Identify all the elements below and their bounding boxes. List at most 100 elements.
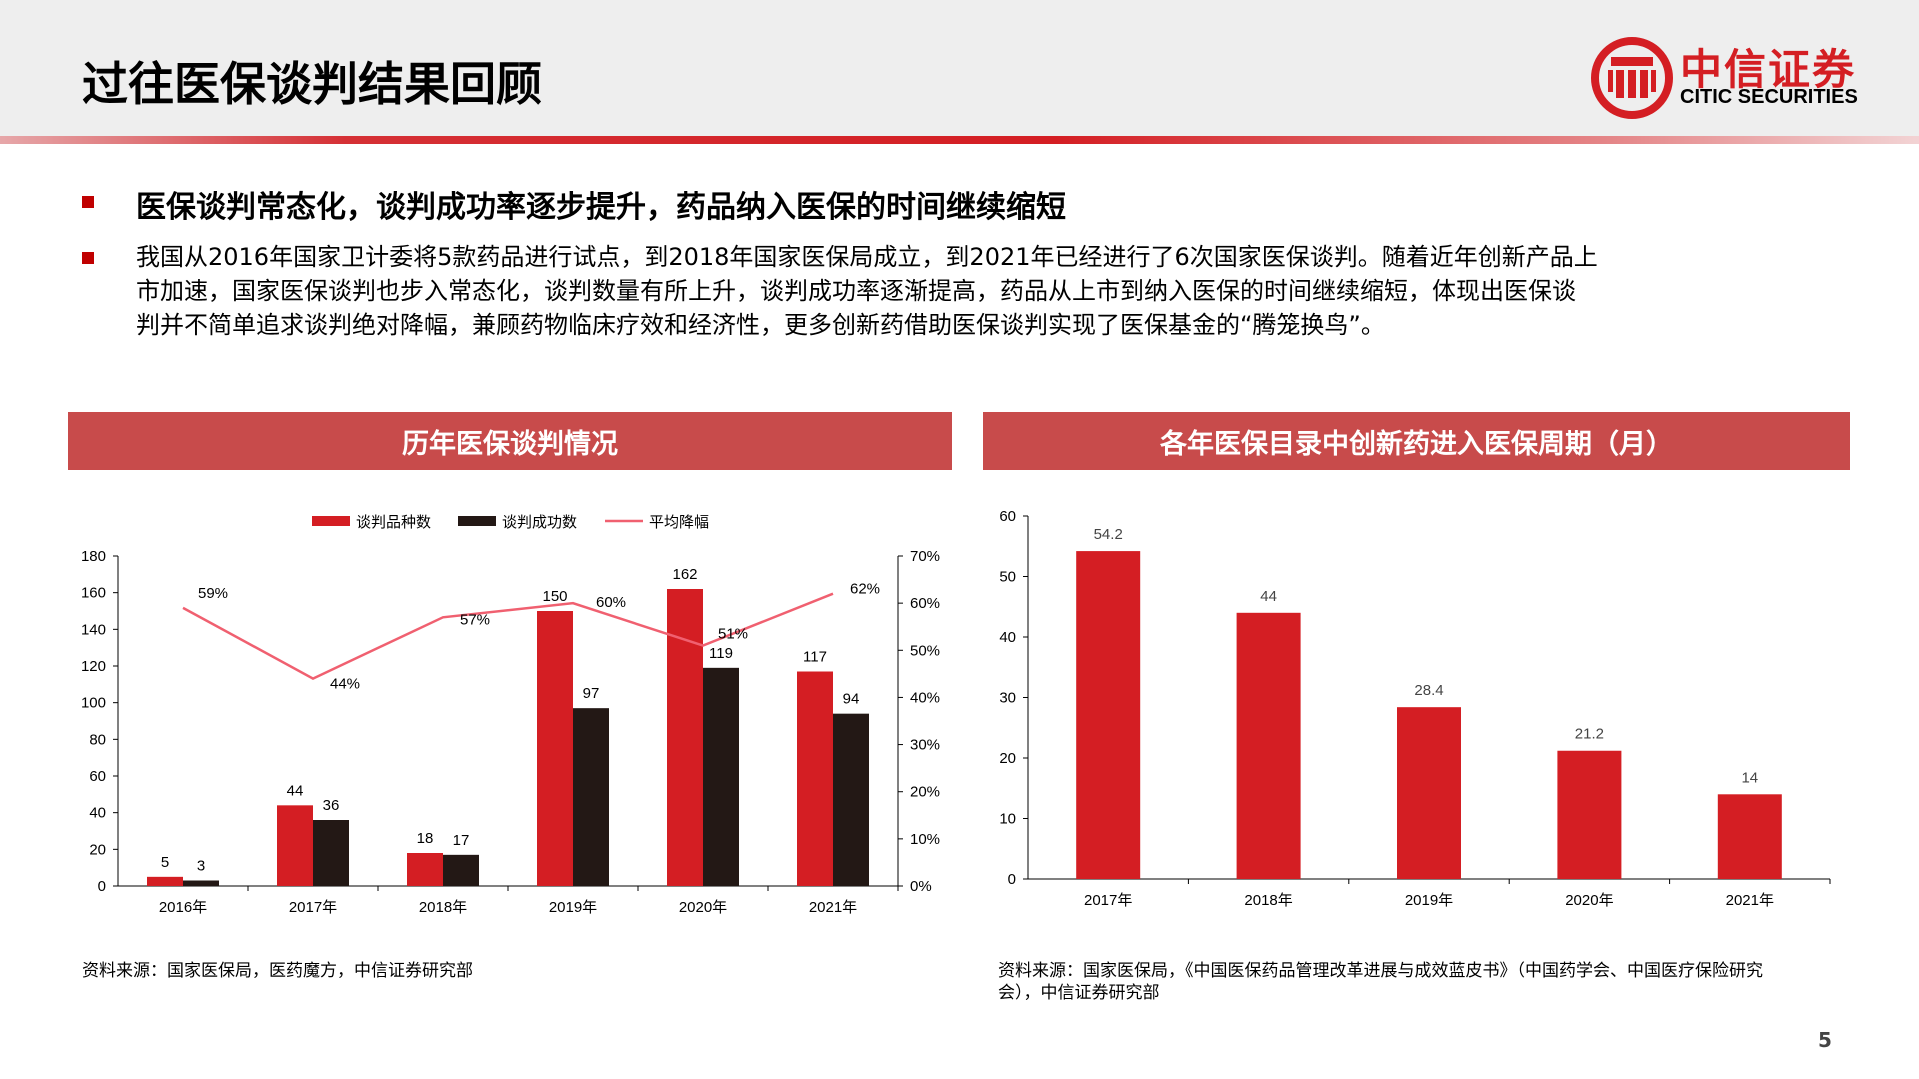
bar-successful [833, 713, 869, 886]
y-tick-label: 140 [81, 621, 106, 638]
chart2-source-note: 资料来源：国家医保局，《中国医保药品管理改革进展与成效蓝皮书》（中国药学会、中国… [998, 960, 1763, 1004]
source-line: 资料来源：国家医保局，《中国医保药品管理改革进展与成效蓝皮书》（中国药学会、中国… [998, 961, 1763, 981]
bar-value-label: 14 [1741, 769, 1758, 786]
y2-tick-label: 70% [910, 548, 940, 565]
line-value-label: 57% [460, 611, 490, 628]
logo-english-name: CITIC SECURITIES [1680, 86, 1858, 108]
y-tick-label: 160 [81, 585, 106, 602]
bar-value-label: 97 [583, 685, 600, 702]
y2-tick-label: 10% [910, 831, 940, 848]
citic-emblem-icon [1591, 37, 1673, 119]
bar-negotiated [277, 805, 313, 886]
bar-value-label: 119 [709, 645, 733, 662]
bar-successful [703, 667, 739, 886]
x-tick-label: 2019年 [549, 899, 597, 916]
line-value-label: 44% [330, 676, 360, 693]
y2-tick-label: 20% [910, 784, 940, 801]
x-tick-label: 2019年 [1405, 892, 1453, 909]
y-tick-label: 60 [89, 768, 106, 785]
x-tick-label: 2021年 [809, 899, 857, 916]
page-title: 过往医保谈判结果回顾 [82, 57, 542, 111]
bar-negotiated [537, 611, 573, 886]
y-tick-label: 40 [999, 629, 1016, 646]
bar-value-label: 117 [803, 649, 827, 666]
bar-value-label: 162 [672, 566, 697, 583]
body-paragraph: 我国从2016年国家卫计委将5款药品进行试点，到2018年国家医保局成立，到20… [136, 240, 1836, 342]
bar-cycle-months [1397, 707, 1461, 879]
chart2-innovative-drug-cycle: 0 10 20 30 40 50 60 54.2 2017年 44 2018年 28.4 2019年 21… [999, 508, 1831, 909]
y-tick-label: 100 [81, 695, 106, 712]
bar-cycle-months [1557, 750, 1622, 879]
y-tick-label: 20 [999, 750, 1016, 767]
line-value-label: 60% [596, 594, 626, 611]
bar-successful [573, 708, 609, 886]
x-tick-label: 2016年 [159, 899, 207, 916]
logo-chinese-name: 中信证券 [1680, 45, 1857, 94]
header-divider [0, 136, 1919, 144]
bar-negotiated [797, 671, 833, 886]
bar-cycle-months [1236, 612, 1301, 879]
x-tick-label: 2017年 [1084, 892, 1132, 909]
y-tick-label: 0 [98, 878, 106, 895]
bar-negotiated [667, 589, 703, 886]
line-value-label: 62% [850, 581, 880, 598]
legend-label: 谈判品种数 [356, 513, 431, 531]
legend-swatch [312, 516, 350, 526]
y2-tick-label: 0% [910, 878, 932, 895]
y-tick-label: 80 [89, 731, 106, 748]
bar-negotiated [407, 853, 443, 886]
y-tick-label: 30 [999, 690, 1016, 707]
y-tick-label: 0 [1008, 871, 1016, 888]
bar-value-label: 54.2 [1094, 526, 1123, 543]
bar-value-label: 21.2 [1575, 726, 1604, 743]
y-tick-label: 10 [999, 811, 1016, 828]
y-tick-label: 60 [999, 508, 1016, 525]
bar-value-label: 28.4 [1414, 682, 1443, 699]
bar-value-label: 17 [453, 832, 470, 849]
y-tick-label: 20 [89, 841, 106, 858]
line-value-label: 51% [718, 626, 748, 643]
x-tick-label: 2017年 [289, 899, 337, 916]
bar-successful [443, 854, 479, 886]
legend-swatch [458, 516, 496, 526]
paragraph-line: 市加速，国家医保谈判也步入常态化，谈判数量有所上升，谈判成功率逐渐提高，药品从上… [136, 277, 1576, 305]
bar-successful [313, 820, 349, 886]
bar-value-label: 94 [843, 691, 860, 708]
y-tick-label: 120 [81, 658, 106, 675]
x-tick-label: 2020年 [1565, 892, 1613, 909]
y-tick-label: 180 [81, 548, 106, 565]
bullet-square-icon [82, 252, 94, 264]
y2-tick-label: 40% [910, 689, 940, 706]
bar-cycle-months [1717, 794, 1782, 879]
source-line: 会），中信证券研究部 [998, 983, 1160, 1003]
bar-value-label: 44 [287, 782, 304, 799]
paragraph-line: 判并不简单追求谈判绝对降幅，兼顾药物临床疗效和经济性，更多创新药借助医保谈判实现… [136, 311, 1385, 339]
x-tick-label: 2020年 [679, 899, 727, 916]
bar-value-label: 18 [417, 830, 434, 847]
bullet-square-icon [82, 196, 94, 208]
bar-value-label: 44 [1260, 588, 1277, 605]
chart2-title-banner: 各年医保目录中创新药进入医保周期（月） [983, 412, 1850, 470]
bar-value-label: 3 [197, 858, 205, 875]
y-tick-label: 40 [89, 805, 106, 822]
x-tick-label: 2021年 [1726, 892, 1774, 909]
line-avg-reduction [182, 592, 834, 680]
bar-successful [183, 880, 219, 886]
bar-value-label: 150 [542, 588, 567, 605]
page-number: 5 [1818, 1028, 1832, 1052]
bar-cycle-months [1076, 551, 1141, 879]
bar-value-label: 36 [323, 797, 340, 814]
paragraph-line: 我国从2016年国家卫计委将5款药品进行试点，到2018年国家医保局成立，到20… [136, 243, 1598, 271]
x-tick-label: 2018年 [1244, 892, 1292, 909]
y2-tick-label: 60% [910, 595, 940, 612]
x-tick-label: 2018年 [419, 899, 467, 916]
chart1-negotiation-results: 0 20 40 60 80 100 120 140 160 180 0% 10% 20% 30% 40% 50… [81, 513, 940, 916]
headline: 医保谈判常态化，谈判成功率逐步提升，药品纳入医保的时间继续缩短 [136, 190, 1066, 225]
y-tick-label: 50 [999, 569, 1016, 586]
chart1-title-banner: 历年医保谈判情况 [68, 412, 952, 470]
y2-tick-label: 50% [910, 642, 940, 659]
legend-label: 平均降幅 [649, 513, 709, 531]
bar-value-label: 5 [161, 854, 169, 871]
chart1-source-note: 资料来源：国家医保局，医药魔方，中信证券研究部 [82, 961, 473, 981]
citic-logo: 中信证券 CITIC SECURITIES [1590, 34, 1890, 124]
